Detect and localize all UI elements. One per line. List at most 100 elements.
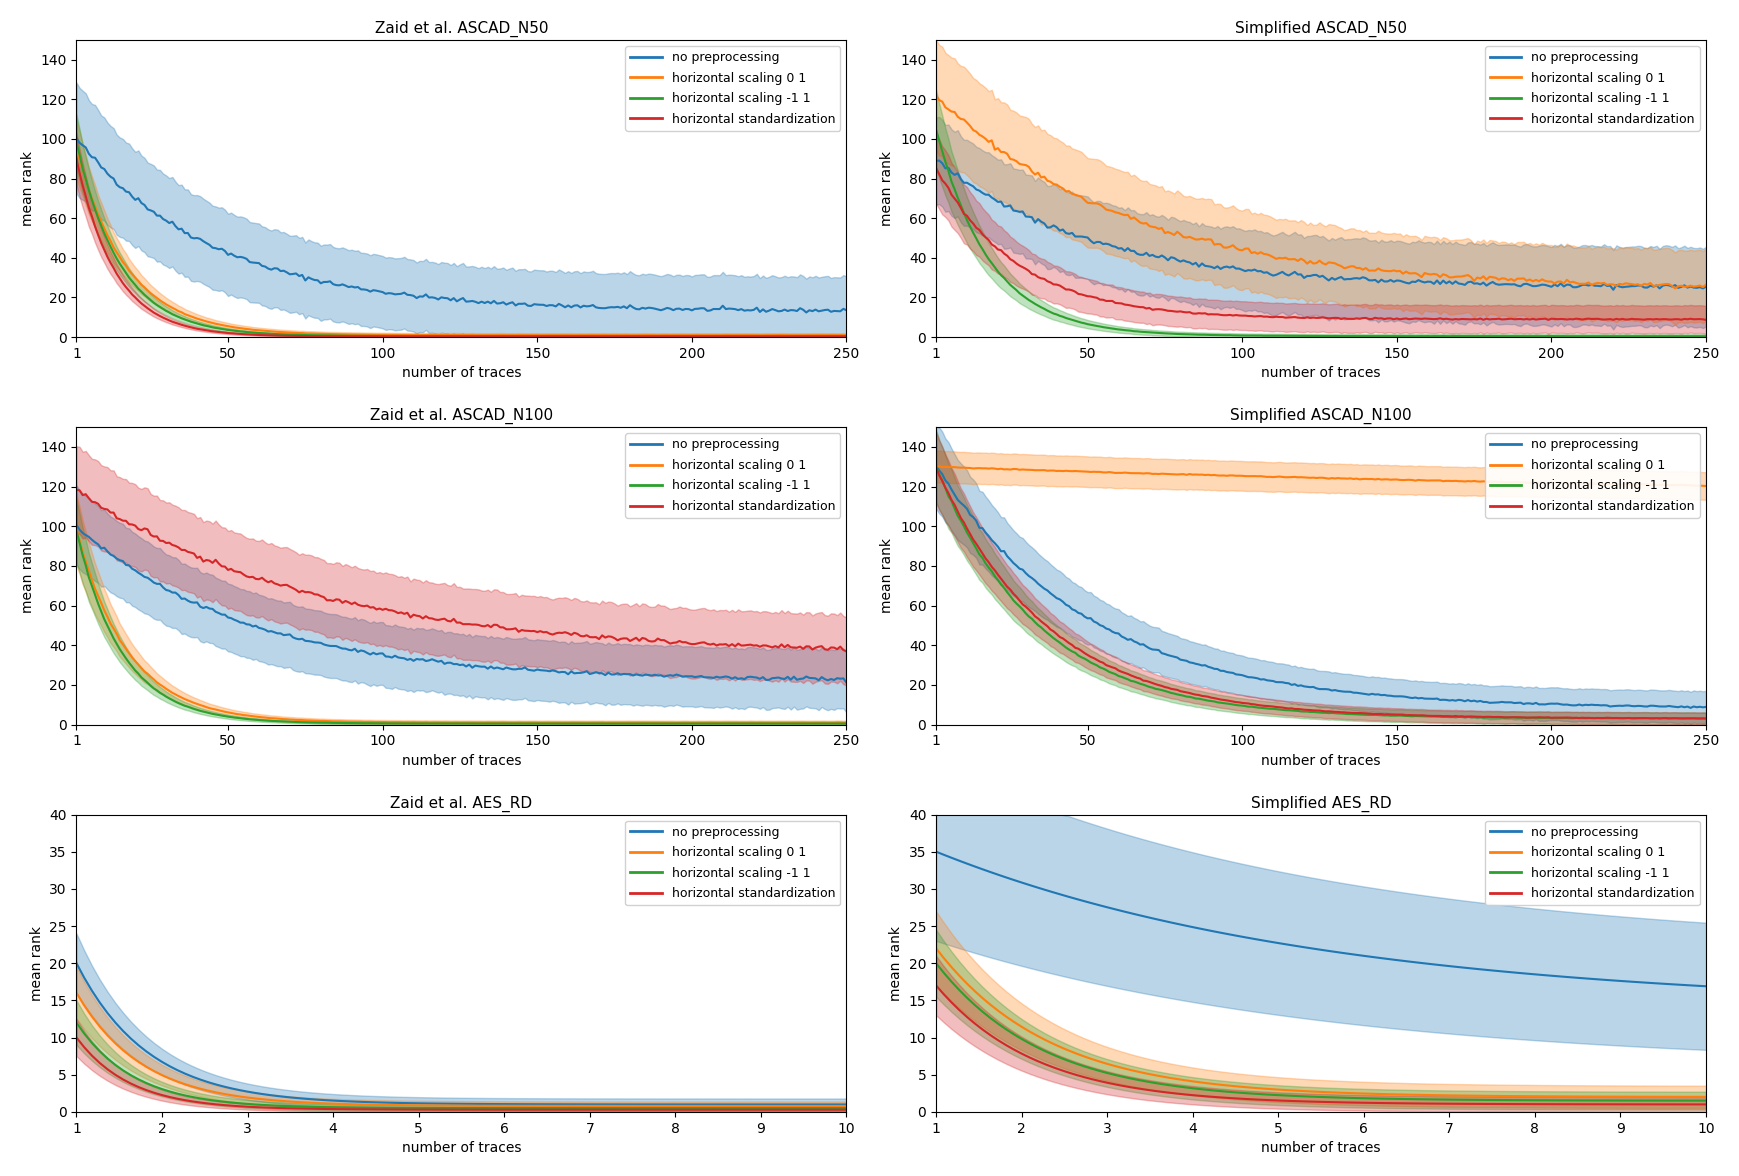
horizontal scaling 0 1 bbox=[774, 1098, 795, 1112]
horizontal scaling 0 1 bbox=[1633, 1090, 1654, 1104]
horizontal scaling 0 1 bbox=[1073, 1049, 1094, 1063]
horizontal scaling -1 1 bbox=[598, 716, 619, 730]
no preprocessing bbox=[66, 519, 87, 533]
horizontal scaling -1 1 bbox=[1052, 637, 1073, 652]
horizontal scaling 0 1 bbox=[384, 328, 405, 342]
X-axis label: number of traces: number of traces bbox=[1261, 367, 1381, 380]
horizontal scaling -1 1 bbox=[193, 319, 214, 333]
no preprocessing bbox=[511, 296, 532, 310]
horizontal scaling 0 1 bbox=[1247, 469, 1268, 483]
horizontal scaling -1 1 bbox=[835, 1101, 856, 1115]
Line: horizontal scaling -1 1: horizontal scaling -1 1 bbox=[936, 963, 1704, 1101]
horizontal scaling -1 1 bbox=[1052, 309, 1073, 323]
horizontal scaling -1 1 bbox=[1235, 699, 1256, 713]
horizontal standardization bbox=[796, 1103, 817, 1117]
no preprocessing bbox=[1073, 894, 1094, 908]
horizontal scaling -1 1 bbox=[1104, 1068, 1125, 1082]
horizontal scaling 0 1 bbox=[66, 522, 87, 536]
horizontal standardization bbox=[835, 1103, 856, 1117]
horizontal scaling -1 1 bbox=[1370, 708, 1391, 722]
horizontal standardization bbox=[925, 978, 946, 993]
horizontal scaling 0 1 bbox=[1370, 263, 1391, 278]
horizontal scaling -1 1 bbox=[600, 329, 621, 343]
Y-axis label: mean rank: mean rank bbox=[880, 151, 894, 226]
horizontal standardization bbox=[807, 329, 828, 343]
Legend: no preprocessing, horizontal scaling 0 1, horizontal scaling -1 1, horizontal st: no preprocessing, horizontal scaling 0 1… bbox=[624, 46, 840, 131]
horizontal scaling 0 1 bbox=[193, 314, 214, 328]
Y-axis label: mean rank: mean rank bbox=[21, 539, 35, 614]
horizontal standardization bbox=[463, 1103, 483, 1117]
horizontal standardization bbox=[214, 1098, 235, 1112]
horizontal scaling 0 1 bbox=[1104, 1058, 1125, 1073]
Y-axis label: mean rank: mean rank bbox=[889, 926, 903, 1001]
Line: horizontal scaling -1 1: horizontal scaling -1 1 bbox=[77, 1023, 845, 1108]
horizontal standardization bbox=[598, 329, 619, 343]
horizontal scaling -1 1 bbox=[376, 329, 396, 343]
horizontal standardization bbox=[1243, 697, 1264, 711]
horizontal standardization bbox=[245, 1100, 266, 1114]
no preprocessing bbox=[805, 671, 826, 686]
no preprocessing bbox=[1694, 700, 1715, 714]
Line: no preprocessing: no preprocessing bbox=[936, 161, 1704, 289]
horizontal standardization bbox=[384, 329, 405, 343]
horizontal scaling -1 1 bbox=[1243, 328, 1264, 342]
Y-axis label: mean rank: mean rank bbox=[30, 926, 43, 1001]
horizontal scaling -1 1 bbox=[1633, 1094, 1654, 1108]
Line: horizontal scaling -1 1: horizontal scaling -1 1 bbox=[77, 142, 845, 336]
no preprocessing bbox=[1056, 226, 1076, 240]
horizontal scaling 0 1 bbox=[925, 460, 946, 474]
no preprocessing bbox=[925, 154, 946, 168]
Line: horizontal scaling -1 1: horizontal scaling -1 1 bbox=[936, 466, 1704, 719]
Title: Simplified AES_RD: Simplified AES_RD bbox=[1250, 796, 1391, 811]
Line: no preprocessing: no preprocessing bbox=[936, 851, 1704, 987]
horizontal standardization bbox=[1073, 1070, 1094, 1084]
no preprocessing bbox=[796, 1097, 817, 1111]
horizontal standardization bbox=[66, 483, 87, 497]
horizontal standardization bbox=[1235, 696, 1256, 710]
no preprocessing bbox=[795, 306, 816, 320]
horizontal standardization bbox=[1694, 313, 1715, 327]
Line: horizontal scaling 0 1: horizontal scaling 0 1 bbox=[936, 948, 1704, 1097]
horizontal standardization bbox=[767, 329, 788, 343]
Title: Zaid et al. ASCAD_N50: Zaid et al. ASCAD_N50 bbox=[374, 21, 548, 36]
horizontal scaling 0 1 bbox=[1384, 1088, 1405, 1102]
horizontal scaling 0 1 bbox=[511, 328, 532, 342]
horizontal standardization bbox=[1457, 709, 1478, 723]
horizontal scaling 0 1 bbox=[1235, 241, 1256, 255]
Title: Zaid et al. AES_RD: Zaid et al. AES_RD bbox=[390, 796, 532, 811]
Line: horizontal standardization: horizontal standardization bbox=[936, 985, 1704, 1104]
Title: Simplified ASCAD_N50: Simplified ASCAD_N50 bbox=[1235, 21, 1407, 36]
horizontal scaling -1 1 bbox=[1694, 711, 1715, 726]
horizontal scaling -1 1 bbox=[925, 122, 946, 136]
horizontal standardization bbox=[376, 602, 396, 616]
no preprocessing bbox=[1459, 274, 1480, 288]
Line: horizontal scaling -1 1: horizontal scaling -1 1 bbox=[77, 532, 845, 723]
horizontal scaling 0 1 bbox=[666, 715, 687, 729]
horizontal scaling -1 1 bbox=[1243, 700, 1264, 714]
horizontal scaling 0 1 bbox=[925, 941, 946, 955]
horizontal scaling -1 1 bbox=[1694, 329, 1715, 343]
horizontal scaling -1 1 bbox=[1457, 329, 1478, 343]
horizontal scaling -1 1 bbox=[214, 1095, 235, 1109]
horizontal scaling -1 1 bbox=[511, 329, 532, 343]
horizontal standardization bbox=[511, 623, 532, 637]
horizontal scaling 0 1 bbox=[835, 328, 856, 342]
horizontal scaling -1 1 bbox=[1656, 1094, 1676, 1108]
horizontal scaling 0 1 bbox=[925, 88, 946, 102]
horizontal standardization bbox=[1243, 309, 1264, 323]
horizontal scaling 0 1 bbox=[1056, 463, 1076, 477]
horizontal standardization bbox=[1370, 312, 1391, 326]
Legend: no preprocessing, horizontal scaling 0 1, horizontal scaling -1 1, horizontal st: no preprocessing, horizontal scaling 0 1… bbox=[1483, 434, 1699, 517]
Line: horizontal standardization: horizontal standardization bbox=[936, 467, 1704, 719]
X-axis label: number of traces: number of traces bbox=[1261, 754, 1381, 768]
horizontal scaling -1 1 bbox=[1235, 328, 1256, 342]
horizontal scaling 0 1 bbox=[193, 699, 214, 713]
Line: horizontal scaling 0 1: horizontal scaling 0 1 bbox=[936, 467, 1704, 486]
horizontal scaling -1 1 bbox=[796, 1101, 817, 1115]
horizontal standardization bbox=[1104, 1077, 1125, 1091]
horizontal standardization bbox=[1694, 711, 1715, 726]
horizontal scaling 0 1 bbox=[1666, 479, 1687, 493]
horizontal scaling 0 1 bbox=[463, 1098, 483, 1112]
horizontal scaling -1 1 bbox=[1322, 1090, 1343, 1104]
horizontal scaling 0 1 bbox=[1052, 181, 1073, 195]
